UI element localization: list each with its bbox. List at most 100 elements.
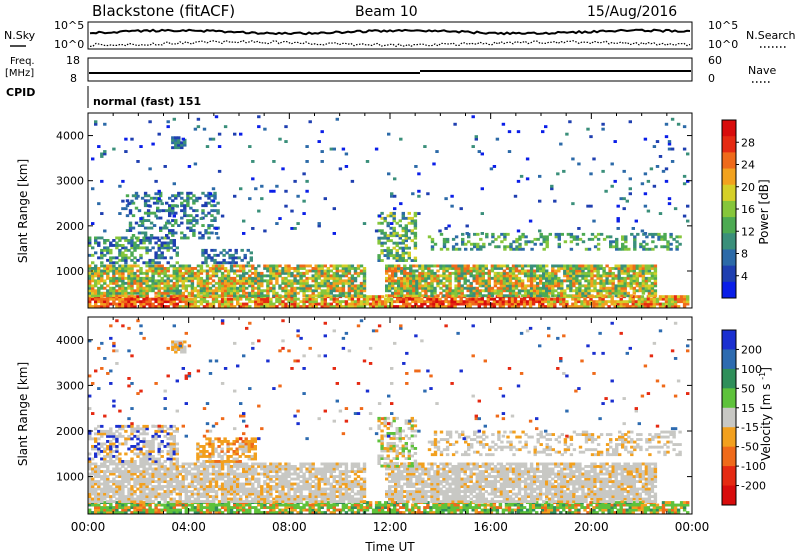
rti-cell [109,248,113,252]
rti-cell [371,508,376,512]
rti-cell [515,245,519,249]
rti-cell [97,202,101,206]
rti-cell [400,294,404,298]
rti-cell [377,241,381,245]
rti-cell [145,289,149,293]
rti-cell [490,276,495,280]
rti-cell [229,294,234,298]
rti-cell [427,267,431,270]
rti-cell [394,269,398,273]
rti-cell [554,264,558,268]
rti-cell [201,191,205,195]
rti-cell [103,291,107,295]
rti-cell [578,289,582,293]
rti-cell [390,305,394,308]
rti-cell [196,281,201,285]
rti-cell [545,269,549,273]
rti-cell [172,289,176,293]
rti-cell [562,508,566,512]
rti-cell [133,302,137,306]
rti-cell [676,503,681,507]
rti-cell [601,297,605,301]
rti-cell [326,276,330,280]
rti-cell [213,258,217,262]
rti-cell [198,196,202,200]
rti-cell [239,506,243,509]
rti-cell [296,194,300,198]
rti-cell [529,267,534,270]
rti-cell [323,281,327,285]
rti-cell [477,503,481,507]
rti-cell [168,209,172,213]
rti-cell [94,495,98,498]
date-title: 15/Aug/2016 [587,4,677,20]
rti-cell [251,300,255,304]
rti-cell [607,511,611,514]
rti-cell [444,197,448,201]
rti-cell [115,246,119,250]
rti-cell [468,506,472,509]
rti-cell [254,291,258,295]
rti-cell [513,508,518,512]
rti-cell [390,297,394,301]
rti-cell [266,300,270,304]
rti-cell [204,231,208,235]
rti-cell [460,264,464,268]
rti-cell [391,286,395,290]
noise-tick-left-bottom: 10^0 [54,38,84,51]
rti-cell [523,271,528,275]
rti-cell [587,281,591,285]
rti-cell [130,271,134,275]
rti-cell [121,199,125,203]
rti-cell [426,192,430,196]
rti-cell [501,302,506,306]
rti-cell [332,271,336,275]
rti-cell [202,291,207,295]
rti-cell [625,508,629,512]
rti-cell [236,503,240,507]
nsearch-trace [89,39,691,48]
rti-cell [201,204,205,208]
rti-cell [433,286,437,290]
rti-cell [393,177,397,181]
rti-cell [608,291,612,295]
rti-cell [590,281,594,285]
rti-cell [670,300,675,304]
rti-cell [571,157,575,161]
colorbar-swatch [722,217,736,234]
rti-cell [493,264,498,268]
rti-cell [493,289,498,293]
rti-cell [634,506,638,509]
rti-cell [541,305,545,308]
rti-cell [577,503,581,507]
rti-cell [115,297,119,301]
rti-cell [395,231,399,235]
rti-cell [451,271,455,275]
rti-cell [459,508,463,512]
rti-cell [596,232,601,236]
rti-cell [130,253,134,257]
rti-cell [257,300,261,304]
rti-cell [152,236,157,240]
rti-cell [652,302,657,306]
rti-cell [617,267,621,270]
rti-cell [284,125,288,129]
rti-cell [199,295,204,299]
rti-cell [560,281,564,285]
rti-cell [409,291,413,295]
rti-cell [329,295,333,299]
rti-cell [365,160,370,163]
rti-cell [275,274,279,278]
rti-cell [149,221,154,225]
rti-cell [347,297,352,301]
rti-cell [398,236,402,240]
rti-cell [439,279,443,283]
rti-cell [302,267,306,270]
rti-cell [644,269,649,273]
rti-cell [130,302,134,306]
rti-cell [226,284,231,288]
rti-cell [414,506,418,509]
rti-cell [142,485,146,488]
rti-cell [266,284,270,288]
rti-cell [596,271,600,275]
